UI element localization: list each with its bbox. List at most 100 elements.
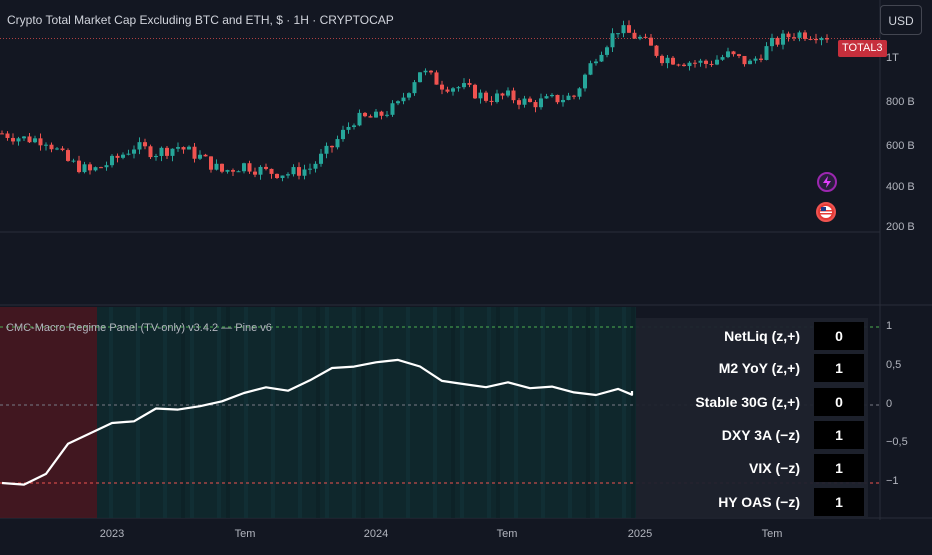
candle-body: [374, 111, 378, 118]
candle-body: [770, 37, 774, 47]
candle-body: [335, 139, 340, 148]
regime-background-stripe: [271, 307, 275, 518]
candle-body: [632, 32, 637, 39]
candle-body: [814, 38, 818, 41]
candle-body: [561, 99, 565, 103]
indicator-axis-label-0: 0: [886, 398, 893, 410]
indicator-axis-label-0-5: 0,5: [886, 359, 902, 371]
candle-body: [753, 58, 758, 61]
us-flag-icon[interactable]: [816, 202, 836, 222]
indicator-axis-label-minus-0-5: −0,5: [886, 436, 908, 448]
indicator-title[interactable]: CMC-Macro Regime Panel (TV-only) v3.4.2 …: [6, 322, 272, 334]
candle-body: [616, 33, 620, 35]
candle-body: [720, 57, 725, 60]
candle-body: [599, 54, 604, 62]
candle-body: [506, 90, 510, 96]
candle-body: [176, 147, 180, 149]
candle-body: [687, 62, 692, 67]
candle-body: [313, 163, 318, 169]
candle-body: [319, 153, 323, 164]
candle-body: [583, 74, 587, 89]
candle-body: [44, 144, 48, 146]
regime-background-stripe: [244, 307, 248, 518]
currency-button[interactable]: USD: [880, 5, 922, 35]
candle-body: [489, 100, 494, 102]
candle-body: [445, 89, 450, 92]
candle-body: [588, 63, 593, 75]
candle-body: [137, 142, 142, 150]
regime-background-stripe: [460, 307, 464, 518]
candle-body: [258, 166, 263, 175]
regime-background-stripe: [568, 307, 572, 518]
candle-body: [533, 102, 538, 108]
candle-body: [731, 51, 736, 55]
regime-background-stripe: [451, 307, 455, 518]
candle-body: [401, 97, 406, 102]
candle-body: [456, 87, 461, 89]
candle-body: [467, 83, 472, 85]
regime-row-label: M2 YoY (z,+): [718, 360, 800, 376]
regime-background-stripe: [622, 307, 626, 518]
candle-body: [704, 60, 708, 64]
candle-body: [726, 51, 730, 58]
candle-body: [698, 60, 703, 63]
candle-body: [478, 92, 483, 99]
candle-body: [82, 164, 87, 173]
candle-body: [99, 167, 103, 169]
regime-row-value: 1: [814, 454, 864, 482]
regime-background-stripe: [109, 307, 113, 518]
candle-body: [187, 146, 191, 150]
regime-background-stripe: [226, 307, 230, 518]
candle-body: [148, 146, 153, 158]
candle-body: [220, 163, 224, 172]
candle-body: [819, 38, 824, 41]
candle-body: [121, 154, 125, 158]
candle-body: [682, 64, 686, 67]
regime-background-stripe: [541, 307, 545, 518]
candle-body: [154, 155, 158, 158]
candle-body: [225, 170, 230, 172]
candle-body: [324, 145, 329, 154]
candle-body: [511, 90, 516, 101]
candle-body: [500, 93, 505, 96]
lightning-icon[interactable]: [817, 172, 837, 192]
candle-body: [143, 142, 147, 147]
candle-body: [715, 59, 719, 65]
candle-body: [396, 101, 400, 104]
candle-body: [27, 136, 32, 143]
candle-body: [654, 45, 659, 56]
candle-body: [214, 163, 219, 170]
candle-body: [231, 170, 235, 172]
candle-body: [104, 165, 109, 168]
candle-body: [522, 98, 527, 105]
regime-background-band: [97, 307, 636, 518]
regime-background-stripe: [406, 307, 410, 518]
candle-body: [660, 55, 664, 64]
candle-body: [550, 94, 554, 97]
regime-row-stable: Stable 30G (z,+) 0: [636, 387, 868, 417]
candle-body: [346, 126, 351, 130]
price-axis-label-400b: 400 B: [886, 181, 915, 193]
regime-row-label: HY OAS (−z): [718, 494, 800, 510]
candle-body: [671, 57, 675, 65]
candle-body: [126, 153, 131, 155]
regime-row-value: 0: [814, 322, 864, 350]
candle-body: [55, 148, 59, 150]
candle-body: [797, 32, 802, 38]
regime-background-stripe: [496, 307, 500, 518]
candle-body: [363, 112, 367, 117]
candle-body: [110, 155, 114, 166]
candle-body: [209, 156, 213, 170]
candle-body: [775, 37, 780, 45]
candle-body: [517, 100, 521, 105]
candle-body: [627, 25, 631, 33]
regime-background-stripe: [514, 307, 518, 518]
regime-background-stripe: [217, 307, 221, 518]
regime-row-value: 0: [814, 388, 864, 416]
candle-body: [49, 144, 54, 150]
price-axis-label-1t: 1T: [886, 52, 899, 64]
regime-row-label: Stable 30G (z,+): [695, 394, 800, 410]
regime-background-stripe: [361, 307, 365, 518]
